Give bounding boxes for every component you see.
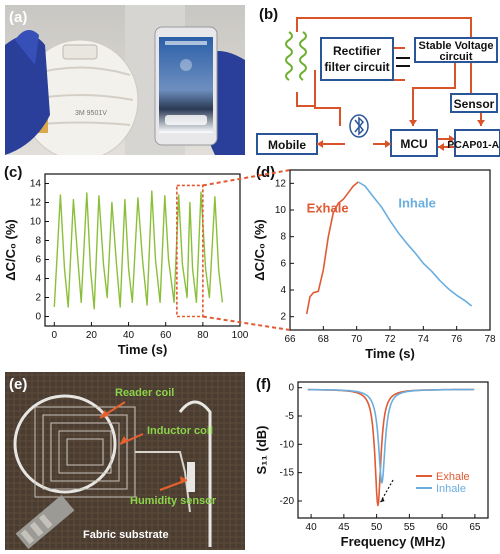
x-tick-label: 100 bbox=[232, 330, 249, 341]
panel-label-a: (a) bbox=[9, 9, 28, 26]
y-tick-label: 10 bbox=[275, 205, 287, 216]
y-axis-label: ΔC/C₀ (%) bbox=[252, 219, 267, 280]
pcap-label: PCAP01-AD bbox=[447, 139, 500, 151]
y-tick-label: 10 bbox=[30, 217, 42, 228]
stable-label-line2: circuit bbox=[439, 51, 472, 63]
reader-coil-label: Reader coil bbox=[115, 387, 174, 399]
photo-mask-phone: 3M 9501V (a) bbox=[5, 5, 245, 155]
photo-mask-phone-illustration: 3M 9501V bbox=[5, 5, 245, 155]
bluetooth-icon bbox=[349, 114, 369, 138]
y-tick-label: 0 bbox=[35, 312, 41, 323]
x-tick-label: 74 bbox=[418, 334, 430, 345]
photo-fabric-illustration: Reader coil Inductor coil Humidity senso… bbox=[5, 372, 245, 550]
highlight-box bbox=[176, 184, 204, 318]
x-tick-label: 20 bbox=[86, 330, 98, 341]
x-tick-label: 40 bbox=[306, 522, 318, 533]
x-tick-label: 66 bbox=[284, 334, 296, 345]
plot-frame bbox=[44, 173, 241, 327]
pcap-box bbox=[454, 129, 500, 157]
chart-f: (f) 40 45 50 55 60 65 0 -5 -10 -15 -20 Frequency (M… bbox=[250, 372, 500, 552]
x-tick-label: 0 bbox=[52, 330, 58, 341]
x-axis-label: Frequency (MHz) bbox=[341, 534, 446, 549]
inductor-coil-label: Inductor coil bbox=[147, 425, 213, 437]
x-tick-label: 76 bbox=[451, 334, 463, 345]
legend-label-exhale: Exhale bbox=[436, 471, 470, 483]
x-tick-label: 80 bbox=[197, 330, 209, 341]
y-axis-label: S₁₁ (dB) bbox=[254, 425, 269, 474]
x-axis-label: Time (s) bbox=[118, 342, 168, 357]
mcu-label: MCU bbox=[400, 137, 427, 151]
panel-label-c: (c) bbox=[4, 164, 23, 181]
stable-label-line1: Stable Voltage bbox=[419, 40, 494, 52]
y-tick-label: 4 bbox=[280, 285, 286, 296]
panel-label-f: (f) bbox=[256, 376, 271, 393]
x-tick-label: 68 bbox=[318, 334, 330, 345]
x-tick-label: 45 bbox=[338, 522, 350, 533]
series-line-inhale bbox=[357, 181, 473, 307]
chart-c: (c) 0 20 40 60 80 100 0 2 4 6 8 10 12 14 Time (s) ΔC/C₀… bbox=[0, 160, 250, 365]
y-axis-label: ΔC/C₀ (%) bbox=[3, 219, 18, 280]
y-tick-label: 0 bbox=[288, 383, 294, 394]
y-tick-label: -10 bbox=[280, 439, 295, 450]
y-tick-label: 6 bbox=[35, 255, 41, 266]
mobile-label: Mobile bbox=[268, 138, 306, 152]
sensor-label: Sensor bbox=[454, 97, 495, 111]
annotation-inhale: Inhale bbox=[398, 195, 436, 210]
y-tick-label: 8 bbox=[280, 232, 286, 243]
mask-text: 3M 9501V bbox=[75, 110, 107, 117]
chart-c-svg: 0 20 40 60 80 100 0 2 4 6 8 10 12 14 Time (s) ΔC/C₀ (%) bbox=[3, 173, 249, 357]
capacitor-icon bbox=[396, 57, 410, 67]
y-tick-label: -5 bbox=[285, 411, 294, 422]
circuit-diagram: (b) bbox=[255, 0, 500, 160]
x-tick-label: 50 bbox=[371, 522, 383, 533]
x-tick-label: 70 bbox=[351, 334, 363, 345]
plot-frame bbox=[297, 381, 489, 519]
series-line-f-inhale bbox=[307, 388, 475, 484]
panel-label-b: (b) bbox=[259, 6, 279, 23]
x-tick-label: 55 bbox=[404, 522, 416, 533]
x-tick-label: 72 bbox=[384, 334, 396, 345]
series-line-c bbox=[53, 190, 224, 310]
y-tick-label: 8 bbox=[35, 236, 41, 247]
coil-icon bbox=[285, 31, 307, 81]
stable-voltage-box bbox=[414, 37, 498, 63]
shift-arrowhead bbox=[380, 497, 385, 503]
chart-f-svg: 40 45 50 55 60 65 0 -5 -10 -15 -20 Frequency (MHz) S… bbox=[254, 381, 489, 549]
annotation-exhale: Exhale bbox=[307, 201, 349, 216]
y-tick-label: 12 bbox=[275, 178, 287, 189]
y-tick-label: 6 bbox=[280, 258, 286, 269]
x-tick-label: 78 bbox=[484, 334, 496, 345]
y-tick-label: -15 bbox=[280, 468, 295, 479]
y-tick-label: 14 bbox=[30, 179, 42, 190]
rectifier-label-line2: filter circuit bbox=[324, 60, 389, 74]
sensor-box bbox=[450, 93, 498, 113]
humidity-sensor-label: Humidity sensor bbox=[130, 495, 217, 507]
plot-frame bbox=[289, 169, 491, 331]
x-tick-label: 65 bbox=[469, 522, 481, 533]
fabric-substrate-label: Fabric substrate bbox=[83, 529, 169, 541]
rectifier-label-line1: Rectifier bbox=[333, 44, 381, 58]
photo-fabric-sensor: Reader coil Inductor coil Humidity senso… bbox=[5, 372, 245, 550]
y-tick-label: 4 bbox=[35, 274, 41, 285]
rectifier-box bbox=[320, 37, 394, 81]
x-tick-label: 60 bbox=[160, 330, 172, 341]
x-axis-label: Time (s) bbox=[365, 346, 415, 361]
series-line-exhale bbox=[305, 181, 359, 315]
y-tick-label: 12 bbox=[30, 198, 42, 209]
y-tick-label: 2 bbox=[280, 312, 286, 323]
y-tick-label: -20 bbox=[280, 496, 295, 507]
y-tick-label: 2 bbox=[35, 293, 41, 304]
chart-d: (d) 66 68 70 72 74 76 78 2 4 6 8 10 12 Time (s) ΔC/C₀ … bbox=[250, 160, 500, 365]
x-tick-label: 40 bbox=[123, 330, 135, 341]
legend-label-inhale: Inhale bbox=[436, 483, 466, 495]
panel-label-e: (e) bbox=[9, 376, 28, 393]
x-tick-label: 60 bbox=[437, 522, 449, 533]
